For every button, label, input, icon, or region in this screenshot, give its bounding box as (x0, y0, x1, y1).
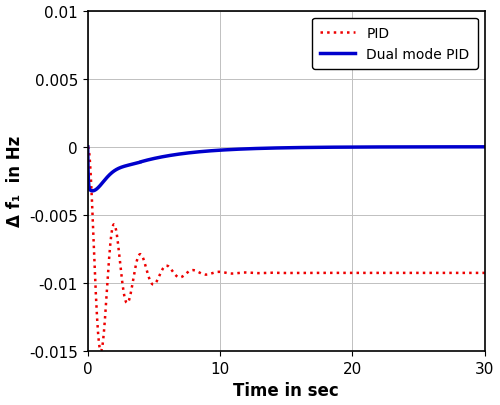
Dual mode PID (482, 145, 488, 150)
PID (179, 275, 185, 279)
PID (181, 273, 187, 278)
PID (84, 145, 90, 150)
Dual mode PID (179, 152, 185, 157)
Dual mode PID (234, 147, 240, 152)
PID (478, 271, 484, 276)
Legend: PID, Dual mode PID: PID, Dual mode PID (312, 19, 478, 70)
PID (177, 275, 183, 280)
PID (234, 271, 240, 276)
Dual mode PID (90, 189, 96, 194)
X-axis label: Time in sec: Time in sec (234, 382, 339, 399)
PID (262, 271, 268, 276)
Y-axis label: Δ f₁  in Hz: Δ f₁ in Hz (6, 136, 24, 227)
Dual mode PID (84, 145, 90, 150)
Dual mode PID (177, 152, 183, 157)
PID (98, 349, 104, 354)
Dual mode PID (478, 145, 484, 150)
PID (482, 271, 488, 276)
Dual mode PID (262, 147, 268, 151)
Line: Dual mode PID: Dual mode PID (88, 147, 485, 191)
Line: PID: PID (88, 147, 485, 351)
Dual mode PID (181, 151, 187, 156)
